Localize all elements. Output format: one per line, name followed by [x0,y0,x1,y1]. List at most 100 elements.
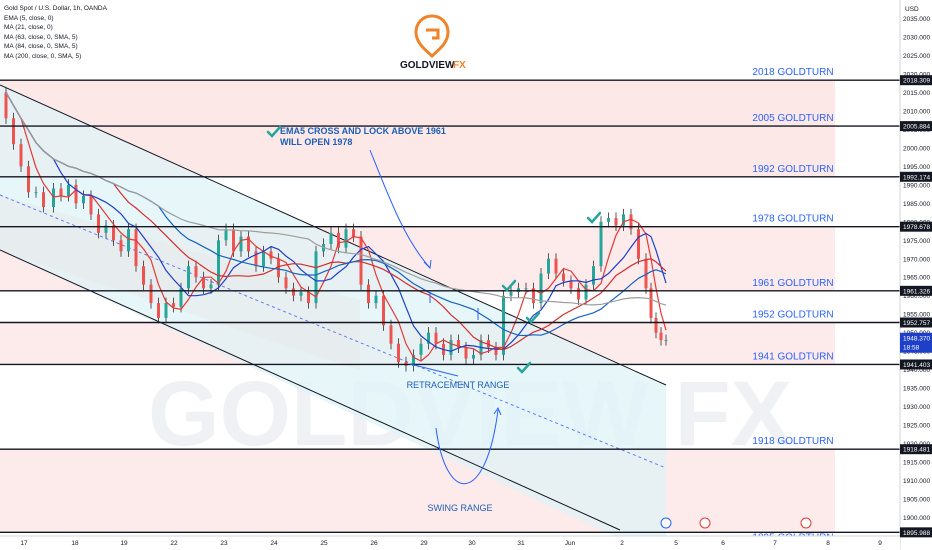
candle-body [664,340,668,342]
legend: Gold Spot / U.S. Dollar, 1h, OANDA EMA (… [4,4,107,62]
price-tick-label: 2035.000 [903,16,930,23]
legend-item-4[interactable]: MA (200, close, 0, SMA, 5) [4,52,82,60]
legend-item-1[interactable]: MA (21, close, 0) [4,24,53,32]
time-tick-label: 24 [270,540,278,547]
time-tick-label: 18 [71,540,79,547]
time-tick-label: 5 [674,540,678,547]
goldturn-label: 1918 GOLDTURN [752,436,833,447]
check-icon [525,311,541,324]
price-tick-label: 1900.000 [903,515,930,522]
channel-lower [0,249,621,531]
time-tick-label: Jun [565,540,576,547]
level-price-tag-label: 1961.326 [903,288,930,295]
candle-body [622,214,625,226]
candle-body [547,258,550,274]
legend-item-3[interactable]: MA (84, close, 0, SMA, 5) [4,43,78,51]
level-price-tag [900,359,932,370]
candle-body [649,288,653,318]
time-tick-label: 22 [170,540,178,547]
candle-body [389,325,393,344]
chart-title: Gold Spot / U.S. Dollar, 1h, OANDA [4,5,107,12]
candle-body [599,221,603,267]
time-axis-bg [0,536,900,550]
retrace-arrow [409,363,459,377]
price-tick-label: 1940.000 [903,367,930,374]
level-price-tag [900,75,932,86]
price-tick-label: 1910.000 [903,478,930,485]
level-price-tag-label: 2005.884 [903,124,930,131]
candle-body [254,251,258,267]
candle-body [82,195,85,204]
level-price-tag [900,444,932,455]
candle-body [644,258,648,289]
arrow-head [423,259,432,270]
candle-body [194,266,198,278]
time-tick-label: 17 [20,540,28,547]
annotation-swing: SWING RANGE [427,503,492,513]
candle-body [164,303,168,318]
candle-body [299,292,303,296]
candle-body [382,295,385,326]
current-price-tag [900,332,932,353]
candle-body [532,288,535,304]
candle-body [554,258,558,274]
level-price-tag [900,317,932,328]
price-tick-label: 1935.000 [903,386,930,393]
channel-shade [0,195,360,370]
candle-body [607,218,610,222]
goldturn-label: 2005 GOLDTURN [752,113,833,124]
candle-body [172,303,175,307]
ma200-line [5,92,667,306]
level-zone [0,449,835,533]
currency-label: USD [905,6,919,13]
candle-body [284,277,288,289]
candle-body [247,236,250,252]
price-tick-label: 2000.000 [903,145,930,152]
candle-body [42,192,45,208]
price-tick-label: 1970.000 [903,256,930,263]
time-tick-label: 31 [517,540,525,547]
candle-body [367,284,370,304]
time-tick-label: 25 [320,540,328,547]
candle-body [202,277,205,289]
level-price-tag-label: 1895.988 [903,530,930,537]
legend-item-2[interactable]: MA (63, close, 0, SMA, 5) [4,33,78,41]
candle-body [4,92,8,119]
time-tick-label: 29 [420,540,428,547]
candle-body [179,288,183,307]
candle-body [209,284,213,289]
price-tick-label: 1960.000 [903,293,930,300]
candle-body [27,166,30,193]
candle-body [307,292,310,304]
svg-text:GOLDVIEW: GOLDVIEW [400,60,455,71]
candle-body [97,214,100,233]
candle-body [112,225,115,241]
candle-body [472,354,475,359]
time-tick-label: 9 [878,540,882,547]
time-tick-label: 23 [220,540,228,547]
candle-body [457,340,460,348]
candle-body [359,236,363,285]
candle-body [494,347,498,355]
candle-body [52,188,55,208]
candle-body [539,273,543,304]
swing-curve [435,409,499,485]
candle-body [337,232,340,248]
ma63-line [5,92,667,351]
legend-item-0[interactable]: EMA (5, close, 0) [4,14,54,22]
level-price-tag-label: 2018.309 [903,78,930,85]
time-tick-label: 2 [620,540,624,547]
candle-body [449,340,453,355]
candle-body [412,354,415,366]
time-tick-label: 30 [468,540,476,547]
candle-body [502,295,505,355]
goldview-logo: GOLDVIEW FX [400,14,466,71]
candle-body [562,273,565,281]
check-icon [516,361,532,374]
candle-body [434,332,438,344]
price-tick-label: 2030.000 [903,34,930,41]
candle-body [352,229,355,237]
candle-body [34,192,38,194]
channel-fill [0,85,666,550]
